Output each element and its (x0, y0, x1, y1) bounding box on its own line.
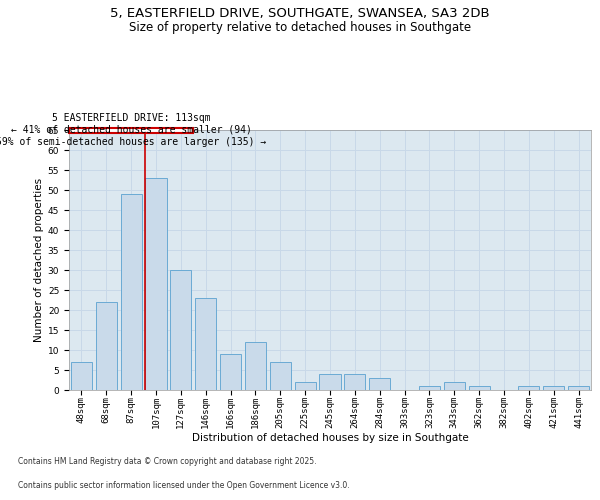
Bar (344, 374, 365, 390)
Bar (369, 378, 390, 390)
Text: Contains public sector information licensed under the Open Government Licence v3: Contains public sector information licen… (18, 481, 350, 490)
Bar (270, 362, 291, 390)
Bar (220, 354, 241, 390)
Text: 5, EASTERFIELD DRIVE, SOUTHGATE, SWANSEA, SA3 2DB: 5, EASTERFIELD DRIVE, SOUTHGATE, SWANSEA… (110, 8, 490, 20)
Bar (71, 362, 92, 390)
X-axis label: Distribution of detached houses by size in Southgate: Distribution of detached houses by size … (191, 432, 469, 442)
Bar (96, 302, 117, 390)
Bar (170, 270, 191, 390)
Bar (444, 382, 465, 390)
Bar (295, 382, 316, 390)
Text: Size of property relative to detached houses in Southgate: Size of property relative to detached ho… (129, 21, 471, 34)
Bar (145, 178, 167, 390)
Bar (195, 298, 216, 390)
Bar (568, 386, 589, 390)
Bar (518, 386, 539, 390)
Bar (245, 342, 266, 390)
Text: 5 EASTERFIELD DRIVE: 113sqm
← 41% of detached houses are smaller (94)
59% of sem: 5 EASTERFIELD DRIVE: 113sqm ← 41% of det… (0, 114, 266, 146)
Bar (319, 374, 341, 390)
Bar (419, 386, 440, 390)
Y-axis label: Number of detached properties: Number of detached properties (34, 178, 44, 342)
Bar (469, 386, 490, 390)
Bar (543, 386, 564, 390)
Text: Contains HM Land Registry data © Crown copyright and database right 2025.: Contains HM Land Registry data © Crown c… (18, 457, 317, 466)
Bar (121, 194, 142, 390)
